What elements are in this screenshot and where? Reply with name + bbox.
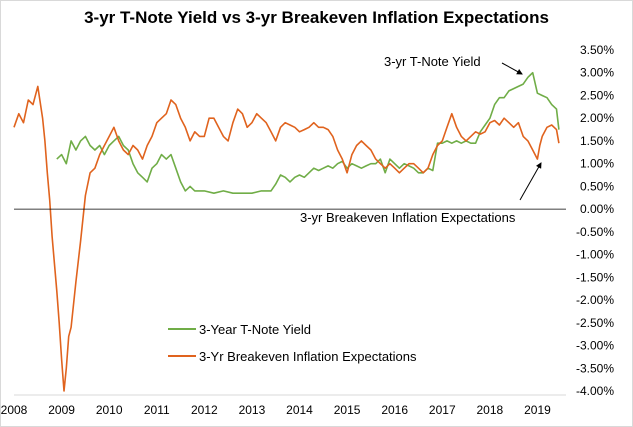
annotation-arrow-2 — [519, 162, 542, 201]
y-tick-label: 2.50% — [580, 88, 614, 102]
y-tick-label: -2.50% — [576, 316, 614, 330]
y-tick-label: -1.50% — [576, 270, 614, 284]
y-tick-label: 0.00% — [580, 202, 614, 216]
y-tick-label: 3.50% — [580, 43, 614, 57]
annotation-label-1: 3-yr T-Note Yield — [384, 54, 481, 69]
y-tick-label: 1.50% — [580, 134, 614, 148]
x-tick-label: 2015 — [334, 403, 361, 417]
annotation-arrow-1 — [501, 62, 523, 75]
series-line-1 — [56, 71, 560, 194]
y-tick-label: 2.00% — [580, 111, 614, 125]
x-tick-label: 2018 — [477, 403, 504, 417]
x-tick-label: 2013 — [239, 403, 266, 417]
y-tick-label: -0.50% — [576, 225, 614, 239]
legend-label-2: 3-Yr Breakeven Inflation Expectations — [199, 349, 417, 364]
x-tick-label: 2010 — [96, 403, 123, 417]
x-tick-label: 2017 — [429, 403, 456, 417]
x-tick-label: 2014 — [286, 403, 313, 417]
x-tick-label: 2019 — [524, 403, 551, 417]
y-tick-label: -2.00% — [576, 293, 614, 307]
annotation-label-2: 3-yr Breakeven Inflation Expectations — [300, 210, 516, 225]
x-tick-label: 2012 — [191, 403, 218, 417]
y-tick-label: -3.00% — [576, 339, 614, 353]
x-tick-label: 2008 — [1, 403, 28, 417]
x-tick-label: 2011 — [144, 403, 170, 417]
y-tick-label: -3.50% — [576, 361, 614, 375]
y-tick-label: 1.00% — [580, 157, 614, 171]
legend-label-1: 3-Year T-Note Yield — [199, 322, 311, 337]
y-tick-label: 3.00% — [580, 66, 614, 80]
y-tick-label: -4.00% — [576, 384, 614, 398]
y-tick-label: 0.50% — [580, 179, 614, 193]
series-line-2 — [13, 85, 560, 392]
x-tick-label: 2016 — [381, 403, 408, 417]
y-tick-label: -1.00% — [576, 248, 614, 262]
chart-title: 3-yr T-Note Yield vs 3-yr Breakeven Infl… — [84, 8, 549, 27]
x-tick-label: 2009 — [48, 403, 75, 417]
